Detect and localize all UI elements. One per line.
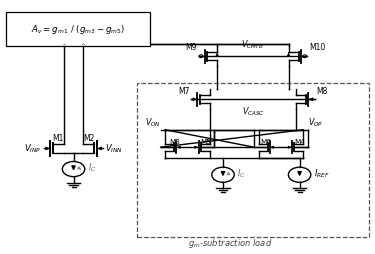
Text: M2: M2 (83, 134, 95, 144)
Text: $V_{CASC}$: $V_{CASC}$ (242, 105, 264, 118)
Text: $V_{ON}$: $V_{ON}$ (145, 116, 161, 129)
Text: $V_{INN}$: $V_{INN}$ (105, 142, 123, 155)
Text: $I_C$: $I_C$ (88, 162, 96, 174)
Text: $V_{INP}$: $V_{INP}$ (24, 142, 42, 155)
FancyBboxPatch shape (6, 12, 150, 46)
Text: M6: M6 (261, 139, 272, 145)
Text: M4: M4 (294, 139, 305, 145)
Text: M5: M5 (201, 139, 211, 145)
Text: M10: M10 (309, 43, 325, 53)
Text: M9: M9 (185, 43, 197, 53)
Text: $I_{REF}$: $I_{REF}$ (314, 168, 330, 181)
Text: M1: M1 (52, 134, 64, 144)
Text: $I_C$: $I_C$ (237, 167, 246, 180)
Text: M8: M8 (316, 87, 328, 96)
Text: $V_{CMFB}$: $V_{CMFB}$ (242, 39, 264, 51)
Text: M3: M3 (169, 139, 180, 145)
Text: $V_{OP}$: $V_{OP}$ (308, 116, 323, 129)
Text: M7: M7 (178, 87, 189, 96)
Text: $g_m$-subtraction load: $g_m$-subtraction load (188, 237, 273, 250)
Text: $A_v = g_{m1}\ /\ (g_{m3} - g_{m5})$: $A_v = g_{m1}\ /\ (g_{m3} - g_{m5})$ (31, 23, 125, 36)
